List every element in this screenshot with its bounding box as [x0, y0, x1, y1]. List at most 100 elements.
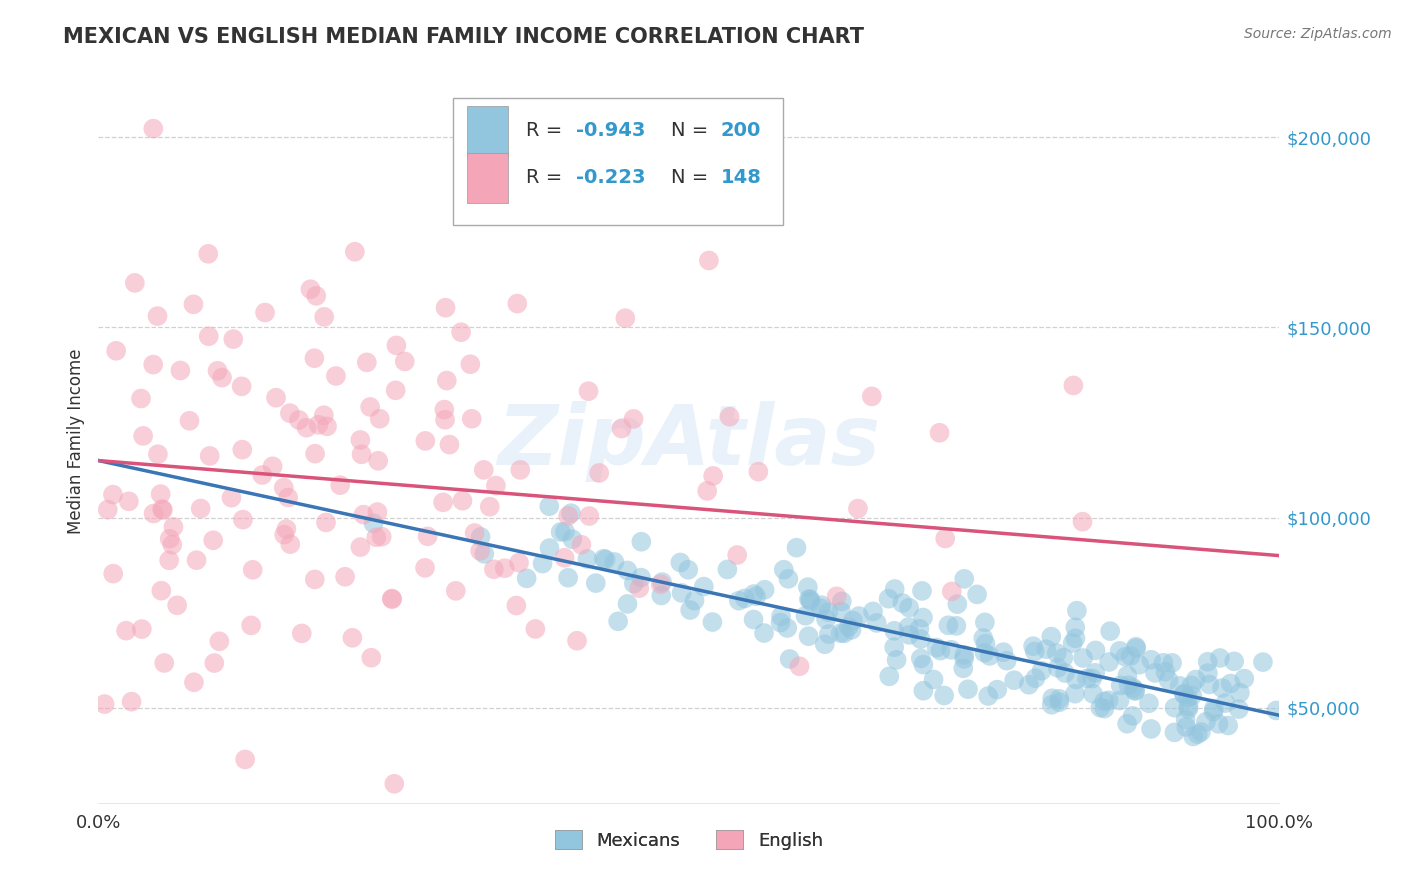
Mexicans [866, 615, 889, 630]
Mexicans [1223, 654, 1246, 668]
English [432, 495, 454, 509]
Mexicans [603, 555, 626, 569]
Mexicans [1181, 689, 1204, 703]
Mexicans [616, 597, 638, 611]
English [381, 591, 404, 606]
English [273, 527, 295, 541]
English [928, 425, 950, 440]
English [183, 675, 205, 690]
Mexicans [1064, 620, 1087, 634]
Mexicans [1064, 687, 1087, 701]
Mexicans [972, 631, 994, 645]
Mexicans [810, 601, 832, 615]
Mexicans [977, 689, 1000, 703]
Mexicans [953, 648, 976, 662]
Mexicans [1076, 672, 1098, 686]
English [366, 505, 388, 519]
English [305, 289, 328, 303]
Mexicans [516, 571, 538, 585]
English [505, 599, 527, 613]
English [610, 421, 633, 435]
English [312, 408, 335, 422]
English [482, 562, 505, 576]
Mexicans [752, 626, 775, 640]
Mexicans [886, 653, 908, 667]
Mexicans [1175, 720, 1198, 734]
English [299, 282, 322, 296]
Mexicans [1084, 643, 1107, 657]
FancyBboxPatch shape [467, 153, 508, 203]
English [434, 301, 457, 315]
Mexicans [883, 640, 905, 655]
English [789, 659, 811, 673]
Mexicans [941, 642, 963, 657]
Mexicans [669, 556, 692, 570]
English [231, 379, 253, 393]
Mexicans [1098, 693, 1121, 707]
Mexicans [560, 506, 582, 520]
Mexicans [1219, 676, 1241, 690]
Mexicans [922, 673, 945, 687]
Mexicans [1092, 694, 1115, 708]
Mexicans [1040, 698, 1063, 712]
Mexicans [1123, 684, 1146, 698]
Mexicans [1184, 673, 1206, 687]
Mexicans [623, 576, 645, 591]
Mexicans [776, 621, 799, 635]
English [315, 516, 337, 530]
Mexicans [1002, 673, 1025, 688]
Mexicans [742, 613, 765, 627]
Mexicans [794, 608, 817, 623]
English [628, 581, 651, 595]
Mexicans [817, 605, 839, 619]
Mexicans [911, 610, 934, 624]
Mexicans [891, 596, 914, 610]
English [221, 491, 243, 505]
English [146, 309, 169, 323]
Mexicans [1109, 678, 1132, 692]
English [231, 442, 253, 457]
Mexicans [1119, 648, 1142, 663]
Mexicans [848, 609, 870, 624]
English [359, 400, 381, 414]
Mexicans [911, 583, 934, 598]
Mexicans [630, 534, 652, 549]
English [295, 420, 318, 434]
Mexicans [1022, 639, 1045, 653]
English [262, 459, 284, 474]
Mexicans [797, 592, 820, 607]
Mexicans [934, 689, 956, 703]
Mexicans [1052, 650, 1074, 665]
Mexicans [1174, 713, 1197, 727]
English [222, 332, 245, 346]
Mexicans [770, 609, 793, 624]
English [142, 121, 165, 136]
Mexicans [754, 582, 776, 597]
Mexicans [1128, 657, 1150, 672]
English [264, 391, 287, 405]
English [208, 634, 231, 648]
Mexicans [1173, 686, 1195, 700]
Mexicans [974, 637, 997, 651]
English [451, 493, 474, 508]
Mexicans [716, 562, 738, 576]
English [478, 500, 501, 514]
Mexicans [897, 620, 920, 634]
Mexicans [727, 593, 749, 607]
Mexicans [898, 600, 921, 615]
Mexicans [810, 598, 832, 612]
Mexicans [995, 654, 1018, 668]
Mexicans [779, 652, 801, 666]
English [702, 469, 724, 483]
English [464, 526, 486, 541]
English [333, 570, 356, 584]
Mexicans [1202, 705, 1225, 719]
Mexicans [1114, 649, 1136, 664]
English [304, 573, 326, 587]
English [367, 454, 389, 468]
Mexicans [1099, 624, 1122, 639]
Mexicans [908, 622, 931, 636]
Mexicans [832, 626, 855, 640]
Mexicans [531, 557, 554, 571]
Mexicans [1173, 687, 1195, 701]
